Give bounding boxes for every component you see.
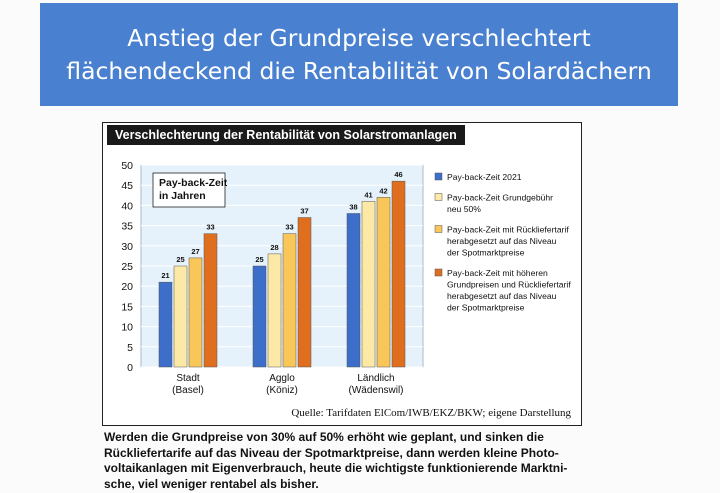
source-note: Quelle: Tarifdaten ElCom/IWB/EKZ/BKW; ei… bbox=[291, 407, 571, 419]
legend-label: Pay-back-Zeit mit Rückliefertarif bbox=[447, 225, 569, 235]
y-tick-label: 50 bbox=[121, 160, 133, 172]
bar bbox=[188, 257, 203, 368]
bar bbox=[361, 201, 376, 368]
bar-value-label: 37 bbox=[300, 207, 308, 216]
bar-value-label: 33 bbox=[285, 223, 293, 232]
x-tick-label: (Köniz) bbox=[266, 385, 298, 396]
caption-line-2: Rückliefertarife auf das Niveau der Spot… bbox=[104, 445, 559, 460]
bar-value-label: 25 bbox=[176, 255, 184, 264]
legend-label: herabgesetzt auf das Niveau bbox=[447, 236, 557, 246]
chart-title-box bbox=[152, 172, 226, 208]
x-tick-label: (Wädenswil) bbox=[348, 385, 403, 396]
caption-text: Werden die Grundpreise von 30% auf 50% e… bbox=[104, 430, 704, 492]
y-tick-label: 20 bbox=[121, 281, 133, 293]
legend-swatch bbox=[434, 193, 443, 201]
slide-title-line-2: flächendeckend die Rentabilität von Sola… bbox=[66, 56, 652, 85]
legend-label: der Spotmarktpreise bbox=[447, 248, 525, 258]
legend-label: Pay-back-Zeit 2021 bbox=[447, 172, 522, 182]
caption-line-4: sche, viel weniger rentabel als bisher. bbox=[104, 476, 319, 491]
x-tick-label: (Basel) bbox=[172, 385, 204, 396]
title-banner: Anstieg der Grundpreise verschlechtert f… bbox=[40, 3, 678, 106]
bar bbox=[267, 253, 282, 368]
y-tick-label: 0 bbox=[127, 362, 133, 374]
y-tick-label: 25 bbox=[121, 261, 133, 273]
y-tick-label: 10 bbox=[121, 322, 133, 334]
bar bbox=[346, 213, 361, 368]
y-tick-label: 40 bbox=[121, 200, 133, 212]
bar bbox=[391, 180, 406, 368]
bar-value-label: 25 bbox=[255, 255, 263, 264]
bar bbox=[158, 281, 173, 368]
x-tick-label: Stadt bbox=[176, 373, 200, 384]
bar bbox=[297, 217, 312, 368]
y-tick-label: 45 bbox=[121, 180, 133, 192]
legend-swatch bbox=[434, 172, 443, 181]
x-tick-label: Ländlich bbox=[357, 373, 394, 384]
bar bbox=[203, 233, 218, 368]
y-tick-label: 30 bbox=[121, 241, 133, 253]
bar-value-label: 41 bbox=[364, 190, 372, 199]
caption-line-3: voltaikanlagen mit Eigenverbrauch, heute… bbox=[104, 461, 568, 475]
bar bbox=[173, 265, 188, 368]
bar-value-label: 21 bbox=[161, 271, 169, 280]
legend-label: herabgesetzt auf das Niveau bbox=[447, 291, 557, 301]
legend-label: Grundpreisen und Rückliefertarif bbox=[447, 280, 571, 290]
legend-label: der Spotmarktpreise bbox=[447, 303, 525, 313]
legend-label: Pay-back-Zeit mit höheren bbox=[447, 268, 548, 278]
chart-title-line: in Jahren bbox=[159, 190, 206, 202]
bar-value-label: 42 bbox=[379, 186, 387, 195]
legend-swatch bbox=[434, 225, 443, 233]
caption-line-1: Werden die Grundpreise von 30% auf 50% e… bbox=[104, 430, 544, 444]
bar-value-label: 46 bbox=[394, 170, 402, 179]
figure-title: Verschlechterung der Rentabilität von So… bbox=[107, 125, 465, 145]
bar-value-label: 38 bbox=[349, 202, 357, 211]
bar bbox=[282, 233, 297, 368]
bar bbox=[252, 265, 267, 368]
legend-label: Pay-back-Zeit Grundgebühr bbox=[447, 193, 553, 203]
bar-value-label: 27 bbox=[191, 247, 199, 256]
slide-title-line-1: Anstieg der Grundpreise verschlechtert bbox=[127, 23, 591, 52]
bar bbox=[376, 197, 391, 368]
bar-value-label: 33 bbox=[206, 223, 214, 232]
chart-title-line: Pay-back-Zeit bbox=[159, 177, 228, 189]
slide-title: Anstieg der Grundpreise verschlechtert f… bbox=[66, 22, 651, 88]
chart-figure: 0 5 10 15 20 25 30 35 40 45 50 Pay-back-Zeit in Jahr… bbox=[102, 122, 582, 426]
y-tick-label: 15 bbox=[121, 301, 133, 313]
bar-value-label: 28 bbox=[270, 243, 278, 252]
y-tick-label: 5 bbox=[127, 342, 133, 354]
legend-swatch bbox=[434, 268, 443, 277]
legend-label: neu 50% bbox=[447, 204, 481, 214]
x-tick-label: Agglo bbox=[269, 373, 295, 384]
y-tick-label: 35 bbox=[121, 221, 133, 233]
